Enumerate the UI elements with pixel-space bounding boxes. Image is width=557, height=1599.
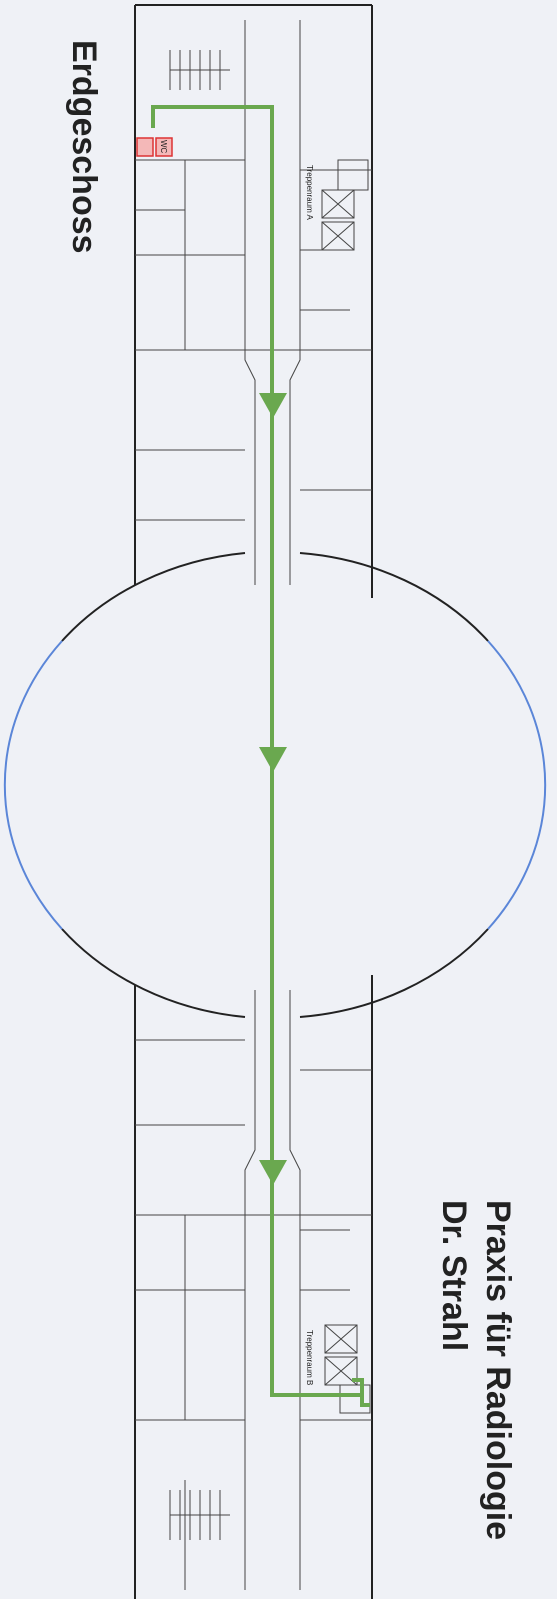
room-label: Treppenraum B <box>305 1330 314 1385</box>
destination-line: Dr. Strahl <box>435 1200 473 1351</box>
building-walls <box>134 4 373 1599</box>
hall <box>3 552 547 1018</box>
destination-line: Praxis für Radiologie <box>479 1200 517 1540</box>
room-label: Treppenraum A <box>305 165 314 221</box>
route <box>151 105 370 1407</box>
wc: WC <box>136 137 173 157</box>
wc-label: WC <box>159 140 168 154</box>
floor-title: Erdgeschoss <box>65 40 103 254</box>
